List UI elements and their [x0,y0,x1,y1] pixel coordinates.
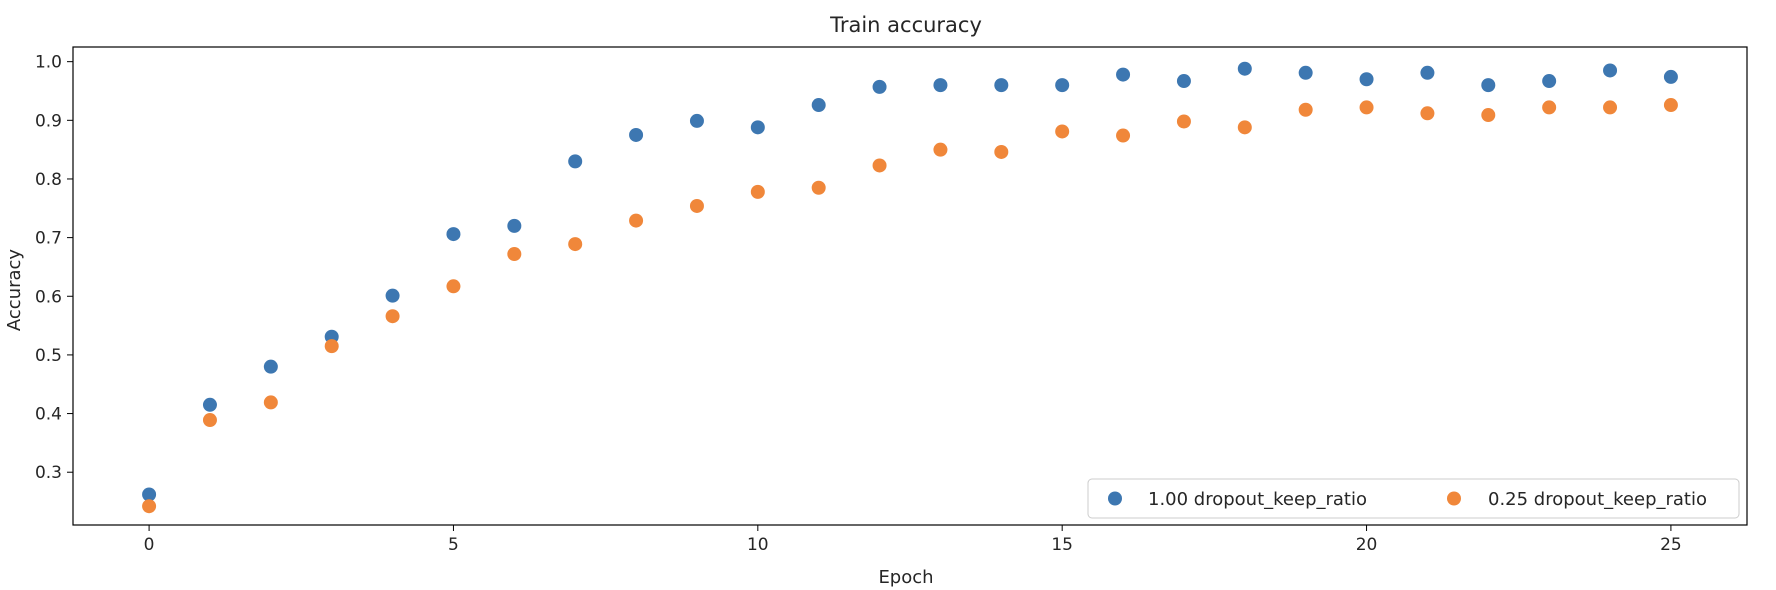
data-point-series-1 [507,218,522,233]
y-axis-label: Accuracy [4,249,25,332]
legend-marker-series-2 [1447,491,1461,506]
data-point-series-1 [629,127,644,142]
data-point-series-1 [263,359,278,374]
x-tick-label: 25 [1660,535,1682,555]
data-point-series-2 [1603,100,1618,115]
data-point-series-1 [872,79,887,94]
data-point-series-1 [1055,78,1070,93]
data-point-series-2 [689,198,704,213]
data-point-series-1 [1420,65,1435,80]
data-point-series-2 [263,395,278,410]
data-point-series-2 [385,309,400,324]
data-point-series-2 [1481,108,1496,123]
data-point-series-1 [142,487,157,502]
data-point-series-2 [446,279,461,294]
data-point-series-1 [385,288,400,303]
data-point-series-1 [994,78,1009,93]
data-point-series-1 [811,98,826,113]
data-point-series-1 [1663,69,1678,84]
data-point-series-1 [1542,74,1557,89]
y-tick-label: 0.3 [35,463,62,483]
y-tick-label: 1.0 [35,53,62,73]
y-axis-ticks: 0.3 0.4 0.5 0.6 0.7 0.8 0.9 1.0 [35,53,73,483]
data-point-series-1 [750,120,765,135]
data-point-series-2 [872,158,887,173]
data-point-series-2 [507,247,522,262]
data-point-series-2 [1420,106,1435,121]
x-tick-label: 10 [747,535,769,555]
data-point-series-2 [1298,102,1313,117]
data-point-series-2 [324,339,339,354]
data-point-series-1 [446,227,461,242]
data-point-series-1 [689,113,704,128]
data-point-series-2 [202,413,217,428]
y-tick-label: 0.6 [35,287,62,307]
data-point-series-2 [1176,114,1191,129]
legend-label-series-2: 0.25 dropout_keep_ratio [1488,489,1707,510]
data-point-series-1 [1176,74,1191,89]
y-tick-label: 0.5 [35,346,62,366]
y-tick-label: 0.7 [35,229,62,249]
data-point-series-1 [1359,72,1374,87]
legend: 1.00 dropout_keep_ratio 0.25 dropout_kee… [1087,478,1740,519]
y-tick-label: 0.8 [35,170,62,190]
data-point-series-2 [1359,100,1374,115]
data-point-series-1 [1603,63,1618,78]
legend-box [1087,478,1740,519]
data-point-series-2 [750,184,765,199]
data-point-series-2 [811,180,826,195]
x-tick-label: 5 [448,535,459,555]
chart-title: Train accuracy [829,13,982,37]
data-point-series-1 [1237,61,1252,76]
legend-label-series-1: 1.00 dropout_keep_ratio [1148,489,1367,510]
data-point-series-2 [933,142,948,157]
x-tick-label: 20 [1356,535,1378,555]
data-point-series-1 [1298,65,1313,80]
data-point-series-1 [1116,67,1131,82]
x-axis-label: Epoch [878,567,933,588]
y-tick-label: 0.4 [35,405,62,425]
data-point-series-1 [933,78,948,93]
data-point-series-2 [1237,120,1252,135]
legend-marker-series-1 [1108,491,1122,506]
data-point-series-2 [568,237,583,252]
data-point-series-2 [629,213,644,228]
data-point-series-1 [568,154,583,169]
data-point-series-2 [1542,100,1557,115]
data-point-series-1 [202,397,217,412]
x-axis-ticks: 0 5 10 15 20 25 [144,525,1682,555]
data-point-series-2 [1055,124,1070,139]
data-points [142,61,1678,514]
plot-frame [72,46,1748,526]
data-point-series-2 [994,144,1009,159]
y-tick-label: 0.9 [35,111,62,131]
data-point-series-1 [1481,78,1496,93]
data-point-series-2 [1116,128,1131,143]
x-tick-label: 15 [1051,535,1073,555]
data-point-series-2 [142,499,157,514]
x-tick-label: 0 [144,535,155,555]
data-point-series-2 [1663,98,1678,113]
